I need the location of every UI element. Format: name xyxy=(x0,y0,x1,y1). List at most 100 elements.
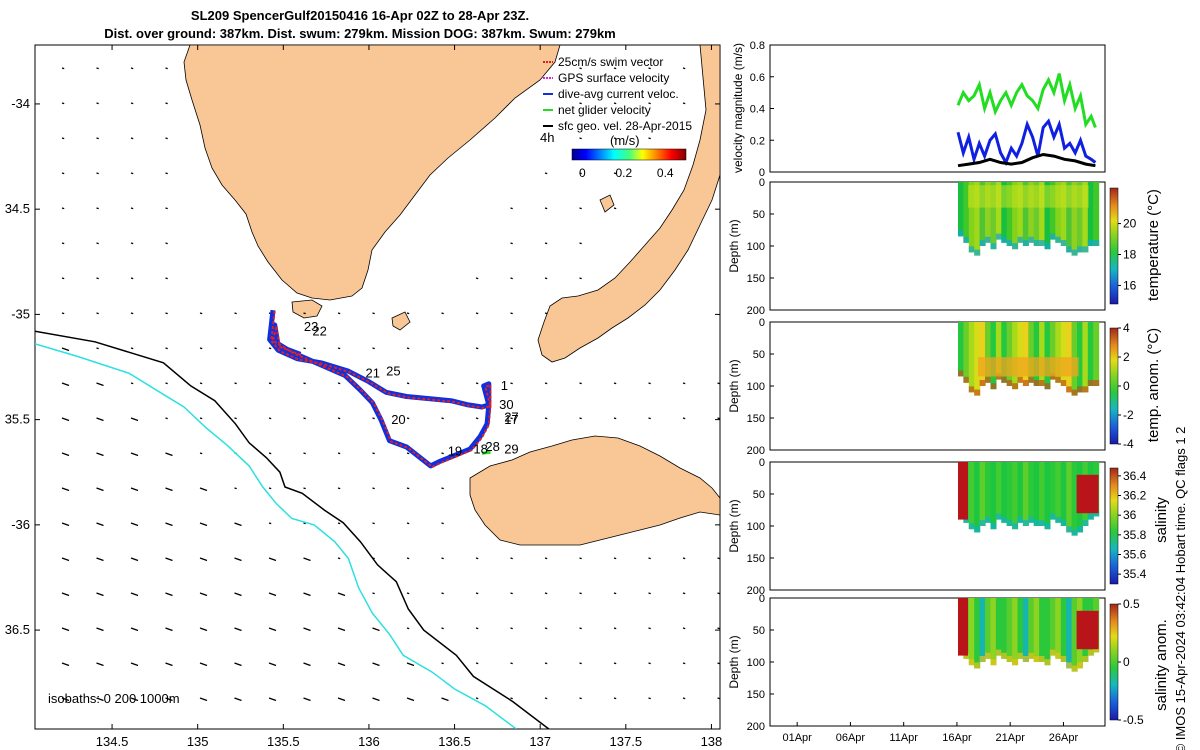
section-bottom-cell xyxy=(1012,243,1019,250)
section-bottom-cell xyxy=(1022,240,1029,246)
current-arrow xyxy=(61,592,70,597)
section-cell xyxy=(974,462,981,533)
section-bottom-cell xyxy=(1082,656,1089,662)
colorbar-tick-label: 35.6 xyxy=(1123,548,1147,562)
section-bottom-cell xyxy=(1001,376,1008,383)
current-arrow xyxy=(130,627,139,632)
colorbar-tick-label: 36.2 xyxy=(1123,489,1147,503)
current-arrow xyxy=(130,592,139,597)
map-ytick-label: -36 xyxy=(11,517,30,532)
section-cell xyxy=(979,322,986,386)
current-arrow xyxy=(682,662,686,665)
velocity-ylabel: velocity magnitude (m/s) xyxy=(731,43,745,173)
section-bottom-cell xyxy=(1066,246,1073,253)
section-accent xyxy=(968,185,1089,208)
section-bottom-cell xyxy=(1022,656,1029,662)
section-panel: 0 50 100 150 200 Depth (m) 16 18 20 xyxy=(727,177,1137,317)
current-arrow xyxy=(475,592,479,595)
section-cell xyxy=(1049,462,1056,520)
current-arrow xyxy=(61,277,65,280)
current-arrow xyxy=(579,67,582,70)
section-cell xyxy=(1006,598,1013,662)
current-arrow xyxy=(579,557,582,560)
salinity-cbar-label: salinity xyxy=(1153,497,1170,543)
section-cell xyxy=(1066,598,1073,669)
current-arrow xyxy=(61,137,65,140)
day-label: 18 xyxy=(473,441,487,456)
section-cell xyxy=(1039,462,1046,526)
section-bottom-cell xyxy=(1001,652,1008,659)
current-arrow xyxy=(372,592,375,595)
current-arrow xyxy=(96,662,104,667)
section-cell xyxy=(995,322,1002,380)
section-bottom-cell xyxy=(974,389,981,396)
section-bottom-cell xyxy=(968,523,975,530)
velocity-ytick-label: 0.8 xyxy=(750,40,765,52)
section-bottom-cell xyxy=(968,246,975,253)
section-bottom-cell xyxy=(985,236,991,243)
current-arrow xyxy=(682,67,686,70)
section-bottom-cell xyxy=(1006,380,1013,386)
section-cell xyxy=(1028,182,1035,243)
colorbar-tick-label: 36.4 xyxy=(1123,469,1147,483)
map-axis-ticks: 134.5 135 135.5 136 136.5 137 137.5 138-3434.5-… xyxy=(5,45,722,749)
current-arrow xyxy=(613,697,617,700)
colorbar-tick-label: 0.5 xyxy=(1123,597,1140,611)
section-bottom-cell xyxy=(1033,240,1040,246)
section-bottom-cell xyxy=(1082,246,1089,253)
day-label: 21 xyxy=(366,366,380,381)
current-arrow xyxy=(613,417,617,420)
map-ytick-label: 36.5 xyxy=(5,622,30,637)
current-arrow xyxy=(717,382,720,385)
section-bottom-cell xyxy=(990,523,997,530)
section-bottom-cell xyxy=(990,383,997,390)
section-ylabel: Depth (m) xyxy=(727,219,741,272)
current-arrow xyxy=(199,627,208,632)
section-cell xyxy=(1093,182,1100,246)
section-cell xyxy=(958,322,964,377)
net-velocity-marker xyxy=(481,450,491,455)
current-arrow xyxy=(130,417,139,422)
section-bottom-cell xyxy=(1022,380,1029,386)
section-cell xyxy=(1012,182,1019,250)
current-arrow xyxy=(613,207,617,210)
current-arrow xyxy=(130,102,134,105)
section-bottom-cell xyxy=(1044,659,1051,666)
colorbar-tick-label: 2 xyxy=(1123,350,1130,364)
current-arrow xyxy=(544,627,548,630)
section-cell xyxy=(1071,182,1078,256)
map-xtick-label: 135 xyxy=(187,734,209,749)
section-bottom-cell xyxy=(1066,526,1073,533)
section-ytick-label: 0 xyxy=(759,457,765,469)
section-cell xyxy=(1055,598,1062,659)
section-ytick-label: 150 xyxy=(747,413,765,425)
velocity-ytick-label: 0.4 xyxy=(750,104,765,116)
speed-colorbar xyxy=(571,148,687,161)
section-cell xyxy=(1077,182,1083,253)
current-arrow xyxy=(165,522,173,527)
current-arrow xyxy=(61,627,70,632)
current-arrow xyxy=(579,102,582,105)
section-ytick-label: 200 xyxy=(747,721,765,733)
current-arrow xyxy=(682,627,686,630)
section-bottom-cell xyxy=(1012,659,1019,666)
section-bottom-cell xyxy=(974,662,981,669)
section-cell xyxy=(1006,462,1013,526)
current-arrow xyxy=(234,417,237,420)
current-arrow xyxy=(682,382,686,385)
current-arrow xyxy=(303,347,306,350)
current-arrow xyxy=(441,312,444,315)
current-arrow xyxy=(165,592,173,597)
map-xtick-label: 134.5 xyxy=(96,734,129,749)
current-arrow xyxy=(406,312,410,315)
temperature-cbar-label: temperature (°C) xyxy=(1145,189,1162,301)
velocity-ytick-label: 0 xyxy=(759,167,765,179)
current-arrow xyxy=(613,172,617,175)
current-arrow xyxy=(648,382,651,385)
current-arrow xyxy=(579,277,582,280)
current-arrow xyxy=(234,312,237,315)
section-cell xyxy=(1039,598,1046,662)
current-arrow xyxy=(165,452,173,457)
current-arrow xyxy=(199,382,203,385)
